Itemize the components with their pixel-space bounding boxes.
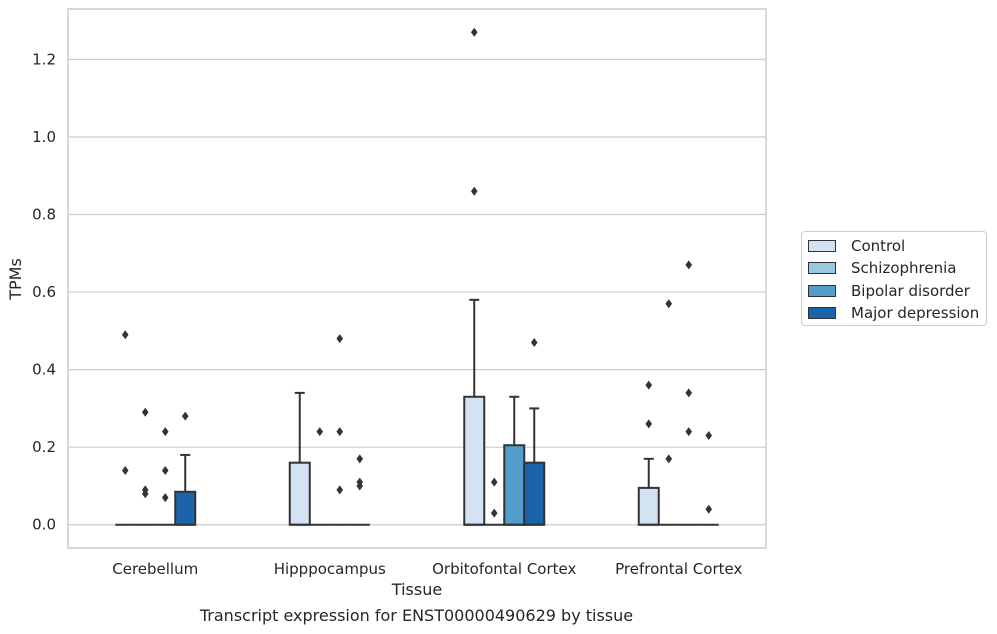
- box-control-cerebellum: [115, 330, 136, 526]
- outlier-point: [161, 427, 169, 437]
- outlier-point: [645, 419, 653, 429]
- outlier-point: [161, 465, 169, 475]
- box-bipolar-disorder-cerebellum: [155, 427, 176, 526]
- chart-caption: Transcript expression for ENST0000049062…: [199, 606, 634, 625]
- outlier-point: [336, 427, 344, 437]
- box-schizophrenia-orbitofontal-cortex: [484, 477, 505, 526]
- box-bipolar-disorder-prefrontal-cortex: [678, 260, 699, 526]
- box-schizophrenia-hipppocampus: [309, 427, 330, 526]
- outlier-point: [490, 477, 498, 487]
- x-axis-label: Tissue: [391, 580, 442, 599]
- outlier-point: [665, 454, 673, 464]
- box-iqr: [503, 444, 526, 526]
- legend-label-bipolar-disorder: Bipolar disorder: [851, 282, 970, 300]
- box-iqr: [174, 490, 197, 526]
- legend-item-schizophrenia: Schizophrenia: [808, 259, 956, 277]
- y-tick-label: 0.0: [32, 516, 56, 534]
- box-major-depression-prefrontal-cortex: [698, 431, 719, 526]
- outlier-point: [685, 388, 693, 398]
- box-major-depression-cerebellum: [174, 411, 197, 526]
- y-tick-label: 0.6: [32, 283, 56, 301]
- box-control-orbitofontal-cortex: [463, 27, 486, 526]
- outlier-point: [121, 465, 129, 475]
- legend-item-control: Control: [808, 237, 905, 255]
- outlier-point: [665, 299, 673, 309]
- legend-swatch-control: [808, 240, 836, 252]
- outlier-point: [336, 485, 344, 495]
- box-control-hipppocampus: [288, 391, 311, 526]
- y-tick-label: 0.2: [32, 438, 56, 456]
- outlier-point: [141, 489, 149, 499]
- outlier-point: [705, 431, 713, 441]
- outlier-point: [685, 260, 693, 270]
- outlier-point: [490, 508, 498, 518]
- outlier-point: [356, 481, 364, 491]
- box-iqr: [637, 486, 660, 526]
- outlier-point: [356, 454, 364, 464]
- box-bipolar-disorder-orbitofontal-cortex: [503, 395, 526, 526]
- outlier-point: [121, 330, 129, 340]
- outlier-point: [470, 27, 478, 37]
- outlier-point: [705, 504, 713, 514]
- box-major-depression-orbitofontal-cortex: [523, 337, 546, 526]
- box-iqr: [523, 461, 546, 526]
- outlier-point: [336, 334, 344, 344]
- outlier-point: [161, 493, 169, 503]
- outlier-point: [685, 427, 693, 437]
- box-schizophrenia-prefrontal-cortex: [658, 299, 679, 526]
- legend-label-control: Control: [851, 237, 906, 255]
- outlier-point: [316, 427, 324, 437]
- legend: Control Schizophrenia Bipolar disorder M…: [801, 231, 987, 326]
- box-iqr: [463, 395, 486, 526]
- outlier-point: [470, 186, 478, 196]
- outlier-point: [530, 337, 538, 347]
- box-iqr: [288, 461, 311, 526]
- legend-label-major-depression: Major depression: [851, 304, 980, 322]
- legend-swatch-schizophrenia: [808, 262, 836, 274]
- legend-swatch-major-depression: [808, 307, 836, 319]
- outlier-point: [645, 380, 653, 390]
- x-tick-label-cerebellum: Cerebellum: [112, 560, 198, 578]
- plot-area-frame: [67, 8, 767, 549]
- y-tick-label: 1.2: [32, 50, 56, 68]
- y-axis-label: TPMs: [6, 258, 25, 301]
- axis-ticks: 0.0 0.2 0.4 0.6 0.8 1.0 1.2 Cerebellum Hipppocam…: [32, 50, 742, 578]
- x-tick-label-hipppocampus: Hipppocampus: [274, 560, 386, 578]
- outlier-point: [181, 411, 189, 421]
- y-tick-label: 0.8: [32, 206, 56, 224]
- box-marks: [115, 27, 719, 526]
- box-bipolar-disorder-hipppocampus: [329, 334, 350, 526]
- legend-label-schizophrenia: Schizophrenia: [851, 259, 957, 277]
- y-tick-label: 0.4: [32, 361, 56, 379]
- x-tick-label-orbitofontal-cortex: Orbitofontal Cortex: [432, 560, 576, 578]
- box-control-prefrontal-cortex: [637, 380, 660, 526]
- box-schizophrenia-cerebellum: [135, 407, 156, 526]
- legend-item-major-depression: Major depression: [808, 304, 979, 322]
- legend-swatch-bipolar-disorder: [808, 285, 836, 297]
- outlier-point: [141, 407, 149, 417]
- box-major-depression-hipppocampus: [349, 454, 370, 526]
- legend-item-bipolar-disorder: Bipolar disorder: [808, 282, 970, 300]
- y-tick-label: 1.0: [32, 128, 56, 146]
- x-tick-label-prefrontal-cortex: Prefrontal Cortex: [615, 560, 742, 578]
- gridlines: [68, 58, 766, 526]
